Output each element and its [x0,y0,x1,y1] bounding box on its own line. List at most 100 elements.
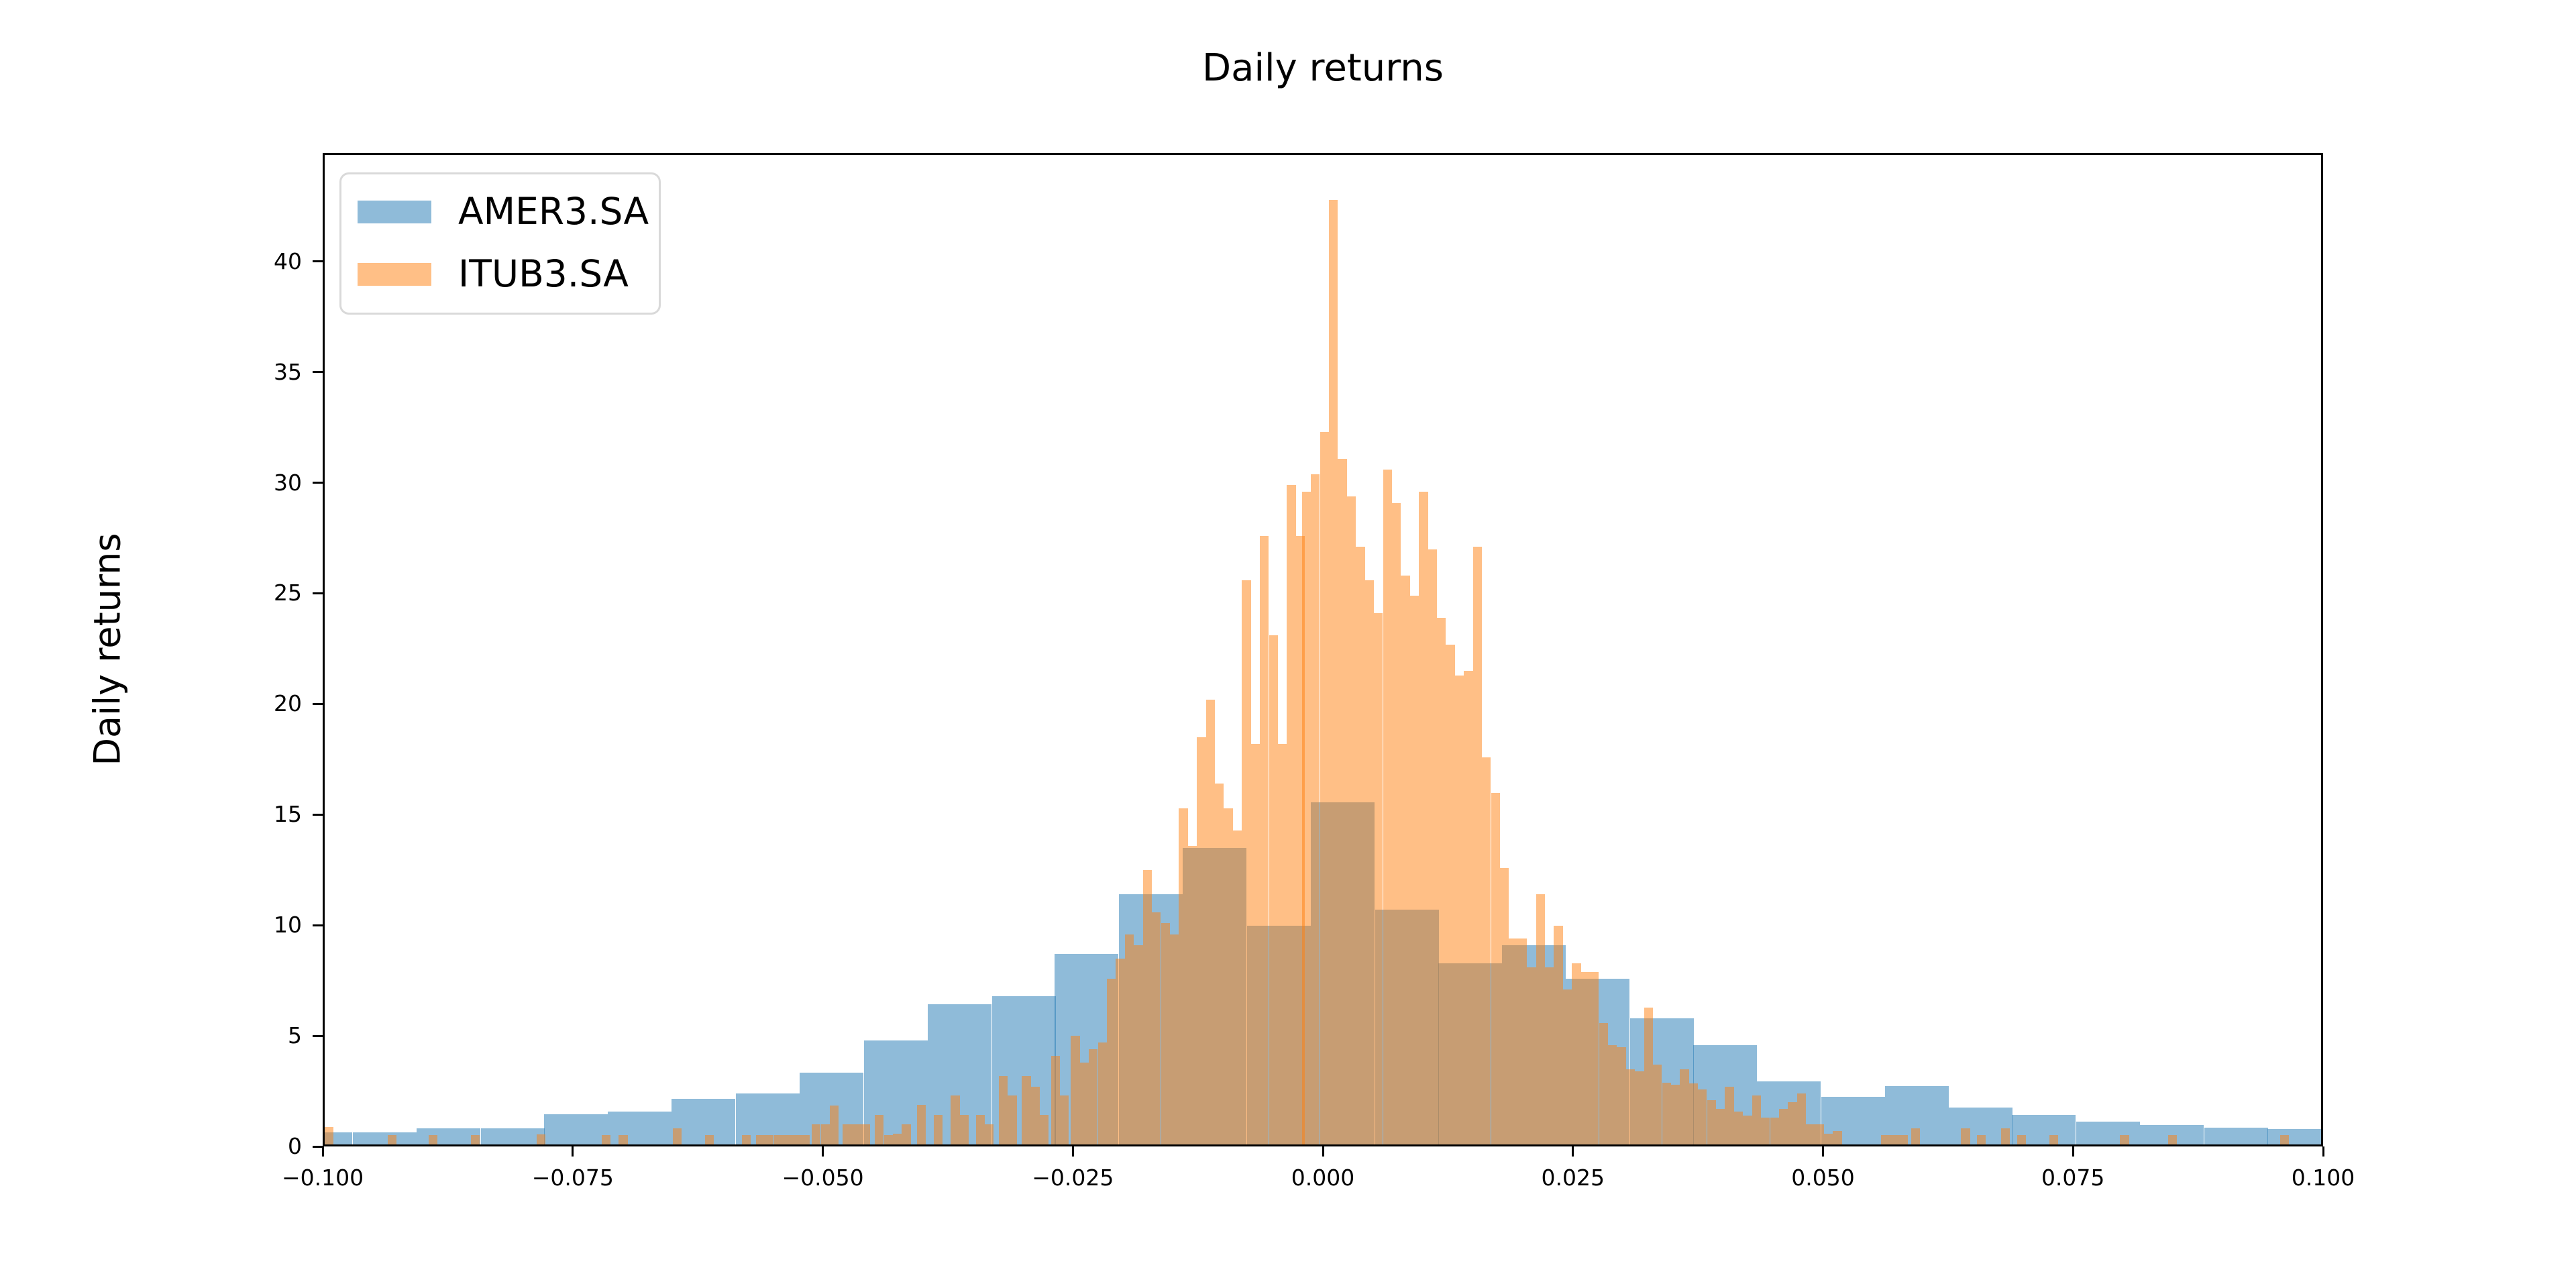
histogram-bar-itub3sa [1499,867,1509,1144]
histogram-bar-itub3sa [1491,792,1500,1144]
histogram-bar-itub3sa [619,1135,628,1144]
histogram-bar-itub3sa [1752,1095,1762,1144]
histogram-bar-itub3sa [1680,1069,1689,1144]
histogram-bar-itub3sa [1625,1069,1635,1144]
histogram-bar-itub3sa [1374,613,1383,1144]
x-tick-mark [321,1146,324,1157]
y-axis-label: Daily returns [86,533,129,766]
histogram-bar-itub3sa [875,1114,884,1144]
histogram-bar-itub3sa [883,1135,893,1144]
histogram-bar-itub3sa [1428,549,1437,1144]
histogram-bar-itub3sa [1152,912,1161,1144]
histogram-bar-itub3sa [1464,671,1473,1144]
histogram-bar-itub3sa [1698,1089,1707,1144]
x-tick-mark [572,1146,574,1157]
x-tick-label: 0.050 [1791,1165,1855,1191]
histogram-bar-itub3sa [1059,1095,1069,1144]
histogram-bar-itub3sa [1197,737,1206,1144]
histogram-bar-itub3sa [1806,1124,1815,1144]
histogram-bar-amer3sa [352,1132,417,1144]
legend-label: ITUB3.SA [458,252,629,295]
histogram-bar-itub3sa [1116,958,1125,1144]
histogram-bar-itub3sa [1527,967,1536,1144]
legend-swatch-itub3sa [358,262,431,286]
y-tick-label: 40 [274,248,302,274]
histogram-bar-itub3sa [1815,1124,1824,1144]
histogram-bar-itub3sa [800,1135,810,1144]
histogram-bar-itub3sa [1107,978,1116,1144]
histogram-bar-itub3sa [959,1114,969,1144]
histogram-bar-itub3sa [1277,744,1287,1144]
histogram-bar-itub3sa [1572,963,1581,1144]
histogram-bar-itub3sa [1401,576,1410,1144]
histogram-bar-itub3sa [704,1135,714,1144]
histogram-bar-itub3sa [1472,547,1483,1144]
histogram-bar-itub3sa [470,1135,480,1144]
y-tick-label: 10 [274,912,302,938]
histogram-bar-itub3sa [892,1133,902,1144]
y-tick-mark [313,482,323,484]
histogram-bar-amer3sa [2076,1122,2140,1144]
histogram-bar-itub3sa [1383,470,1392,1144]
histogram-bar-itub3sa [916,1104,926,1144]
histogram-bar-itub3sa [1242,580,1251,1144]
histogram-bar-itub3sa [1707,1100,1716,1144]
histogram-bar-itub3sa [1770,1118,1779,1144]
histogram-bar-itub3sa [1617,1046,1626,1144]
legend-item: ITUB3.SA [358,256,643,292]
histogram-bar-itub3sa [1338,458,1347,1144]
histogram-bar-itub3sa [1977,1135,1986,1144]
y-tick-mark [313,592,323,594]
histogram-bar-itub3sa [1079,1063,1089,1144]
histogram-bar-itub3sa [755,1135,765,1144]
histogram-bar-itub3sa [1269,635,1278,1144]
histogram-bar-itub3sa [1725,1087,1734,1144]
histogram-bar-itub3sa [1446,644,1455,1144]
x-tick-label: 0.075 [2041,1165,2105,1191]
histogram-bar-itub3sa [1653,1065,1662,1144]
histogram-bar-itub3sa [2000,1128,2010,1144]
histogram-bar-itub3sa [1391,502,1401,1144]
histogram-bar-itub3sa [1320,431,1329,1144]
x-tick-mark [1322,1146,1324,1157]
histogram-bar-itub3sa [1008,1095,1017,1144]
histogram-bar-itub3sa [1301,492,1311,1144]
histogram-bar-itub3sa [1419,492,1428,1144]
histogram-bar-itub3sa [902,1124,911,1144]
legend-label: AMER3.SA [458,190,649,233]
histogram-bar-itub3sa [1580,971,1591,1144]
histogram-bar-itub3sa [1187,845,1197,1144]
histogram-bar-itub3sa [998,1075,1008,1144]
y-tick-label: 0 [288,1133,302,1159]
histogram-bar-itub3sa [1134,945,1143,1144]
y-tick-mark [313,260,323,263]
histogram-bar-itub3sa [1796,1093,1807,1144]
histogram-bar-itub3sa [1364,580,1374,1144]
histogram-bar-itub3sa [812,1124,821,1144]
x-tick-label: −0.050 [782,1165,864,1191]
histogram-bar-itub3sa [1545,967,1554,1144]
histogram-bar-itub3sa [1536,894,1545,1144]
histogram-bar-amer3sa [672,1099,736,1144]
histogram-bar-itub3sa [1554,925,1563,1144]
histogram-bar-itub3sa [975,1114,985,1144]
x-tick-label: −0.100 [281,1165,364,1191]
histogram-bar-itub3sa [2167,1135,2178,1144]
histogram-bar-itub3sa [1599,1022,1608,1144]
x-tick-label: 0.100 [2291,1165,2355,1191]
histogram-bar-itub3sa [429,1135,438,1144]
y-tick-mark [313,813,323,816]
legend: AMER3.SA ITUB3.SA [339,172,661,315]
histogram-bar-amer3sa [608,1111,672,1144]
histogram-bar-itub3sa [1346,496,1356,1144]
x-tick-mark [1572,1146,1574,1157]
histogram-bar-itub3sa [851,1124,861,1144]
histogram-bar-itub3sa [537,1134,546,1144]
histogram-bar-itub3sa [1644,1007,1653,1144]
histogram-bar-itub3sa [1287,485,1296,1144]
histogram-bar-itub3sa [1022,1075,1031,1144]
histogram-bar-itub3sa [1881,1135,1890,1144]
histogram-bar-itub3sa [1409,596,1419,1144]
histogram-bar-itub3sa [1788,1102,1797,1144]
x-tick-mark [1071,1146,1074,1157]
